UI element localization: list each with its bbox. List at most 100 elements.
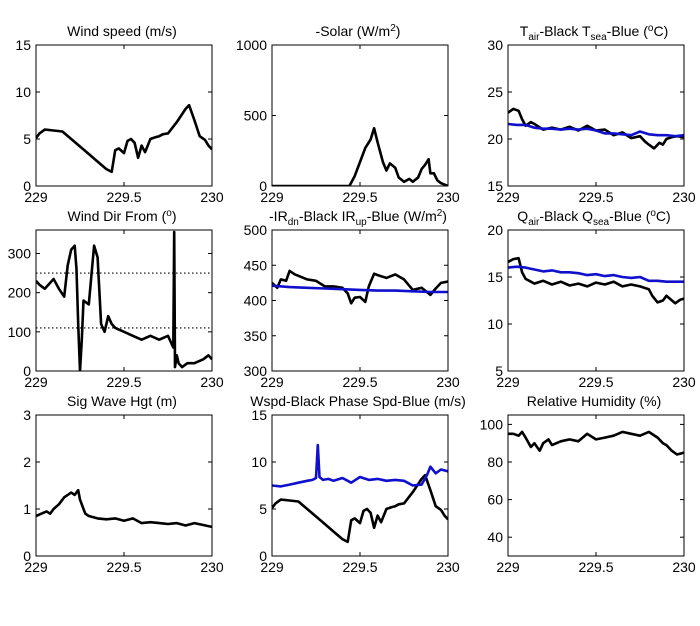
y-tick-label: 100 bbox=[8, 324, 32, 340]
panel-1-title: Wind speed (m/s) bbox=[67, 23, 177, 39]
y-tick-label: 0 bbox=[259, 548, 267, 564]
y-tick-label: 5 bbox=[23, 131, 31, 147]
panel-data bbox=[272, 126, 448, 186]
x-tick-label: 229 bbox=[24, 374, 48, 390]
panel-6: 229 229.5 230 5 10 15 20 bbox=[487, 222, 695, 390]
y-tick-label: 15 bbox=[487, 178, 503, 194]
panel-1: 229 229.5 230 0 5 10 15 bbox=[15, 37, 223, 205]
y-tick-label: 300 bbox=[244, 363, 268, 379]
y-tick-label: 2 bbox=[23, 454, 31, 470]
panel-2-title: -Solar (W/m2) bbox=[316, 23, 401, 39]
panel-9-title: Relative Humidity (%) bbox=[527, 393, 662, 409]
y-tick-label: 30 bbox=[487, 37, 503, 53]
axes-frame bbox=[271, 229, 449, 372]
y-tick-label: 200 bbox=[8, 285, 32, 301]
panel-5: 229 229.5 230 300 350 400 450 500 bbox=[244, 222, 460, 390]
panel-3: 229 229.5 230 15 20 25 30 bbox=[487, 37, 695, 205]
x-tick-label: 229.5 bbox=[106, 559, 141, 575]
black-series-line bbox=[272, 473, 448, 544]
panel-7-title: Sig Wave Hgt (m) bbox=[67, 393, 177, 409]
black-series-line bbox=[272, 269, 448, 305]
x-tick-label: 230 bbox=[436, 374, 460, 390]
x-tick-label: 229 bbox=[260, 559, 284, 575]
y-tick-label: 20 bbox=[487, 131, 503, 147]
x-tick-label: 230 bbox=[200, 559, 224, 575]
x-tick-label: 229.5 bbox=[342, 374, 377, 390]
blue-series-line bbox=[272, 284, 448, 294]
y-tick-label: 350 bbox=[244, 328, 268, 344]
panel-6-title: Qair-Black Qsea-Blue (oC) bbox=[517, 208, 670, 228]
x-tick-label: 229.5 bbox=[578, 374, 613, 390]
y-tick-label: 0 bbox=[23, 178, 31, 194]
x-tick-label: 229.5 bbox=[342, 559, 377, 575]
panel-data bbox=[36, 103, 212, 174]
axes-frame bbox=[507, 44, 685, 187]
y-tick-label: 400 bbox=[244, 293, 268, 309]
panel-data bbox=[36, 488, 212, 529]
panel-data bbox=[508, 107, 684, 150]
x-tick-label: 230 bbox=[672, 374, 696, 390]
y-tick-label: 500 bbox=[244, 108, 268, 124]
panel-2: 229 229.5 230 0 500 1000 bbox=[236, 37, 460, 205]
x-tick-label: 229.5 bbox=[106, 374, 141, 390]
y-tick-label: 450 bbox=[244, 257, 268, 273]
y-tick-label: 500 bbox=[244, 222, 268, 238]
y-tick-label: 10 bbox=[251, 454, 267, 470]
axes-frame bbox=[35, 44, 213, 187]
x-tick-label: 230 bbox=[436, 189, 460, 205]
panel-8: 229 229.5 230 0 5 10 15 bbox=[251, 407, 459, 575]
panel-3-title: Tair-Black Tsea-Blue (oC) bbox=[520, 23, 668, 43]
x-tick-label: 229 bbox=[24, 189, 48, 205]
y-tick-label: 0 bbox=[23, 363, 31, 379]
y-tick-label: 40 bbox=[487, 529, 503, 545]
y-tick-label: 5 bbox=[259, 501, 267, 517]
black-series-line bbox=[272, 126, 448, 186]
x-tick-label: 230 bbox=[200, 189, 224, 205]
black-series-line bbox=[36, 230, 212, 371]
panel-8-title: Wspd-Black Phase Spd-Blue (m/s) bbox=[250, 393, 466, 409]
y-tick-label: 25 bbox=[487, 84, 503, 100]
panel-9: 229 229.5 230 40 60 80 100 bbox=[480, 414, 696, 575]
panel-7: 229 229.5 230 0 1 2 3 bbox=[23, 407, 224, 575]
x-tick-label: 230 bbox=[200, 374, 224, 390]
x-tick-label: 229 bbox=[496, 374, 520, 390]
black-series-line bbox=[508, 107, 684, 150]
y-tick-label: 15 bbox=[15, 37, 31, 53]
panel-data bbox=[36, 230, 212, 371]
y-tick-label: 10 bbox=[487, 316, 503, 332]
blue-series-line bbox=[508, 265, 684, 284]
black-series-line bbox=[508, 256, 684, 305]
x-tick-label: 229 bbox=[496, 189, 520, 205]
black-series-line bbox=[36, 488, 212, 529]
x-tick-label: 230 bbox=[672, 559, 696, 575]
y-tick-label: 0 bbox=[259, 178, 267, 194]
panel-4: 229 229.5 230 0 100 200 300 bbox=[8, 229, 224, 390]
y-tick-label: 80 bbox=[487, 454, 503, 470]
x-tick-label: 229 bbox=[496, 559, 520, 575]
x-tick-label: 230 bbox=[672, 189, 696, 205]
panel-data bbox=[272, 443, 448, 544]
y-tick-label: 3 bbox=[23, 407, 31, 423]
y-tick-label: 300 bbox=[8, 246, 32, 262]
blue-series-line bbox=[272, 443, 448, 488]
panel-4-title: Wind Dir From (o) bbox=[67, 208, 176, 224]
y-tick-label: 10 bbox=[15, 84, 31, 100]
blue-series-line bbox=[508, 122, 684, 138]
y-tick-label: 20 bbox=[487, 222, 503, 238]
y-tick-label: 15 bbox=[251, 407, 267, 423]
y-tick-label: 5 bbox=[495, 363, 503, 379]
x-tick-label: 229.5 bbox=[106, 189, 141, 205]
axes-frame bbox=[35, 414, 213, 557]
y-tick-label: 60 bbox=[487, 492, 503, 508]
y-tick-label: 1000 bbox=[236, 37, 267, 53]
panel-data bbox=[272, 269, 448, 305]
x-tick-label: 229 bbox=[260, 189, 284, 205]
black-series-line bbox=[508, 430, 684, 456]
x-tick-label: 229.5 bbox=[578, 189, 613, 205]
black-series-line bbox=[36, 103, 212, 174]
y-tick-label: 15 bbox=[487, 269, 503, 285]
x-tick-label: 230 bbox=[436, 559, 460, 575]
y-tick-label: 100 bbox=[480, 416, 504, 432]
panel-data bbox=[508, 430, 684, 456]
